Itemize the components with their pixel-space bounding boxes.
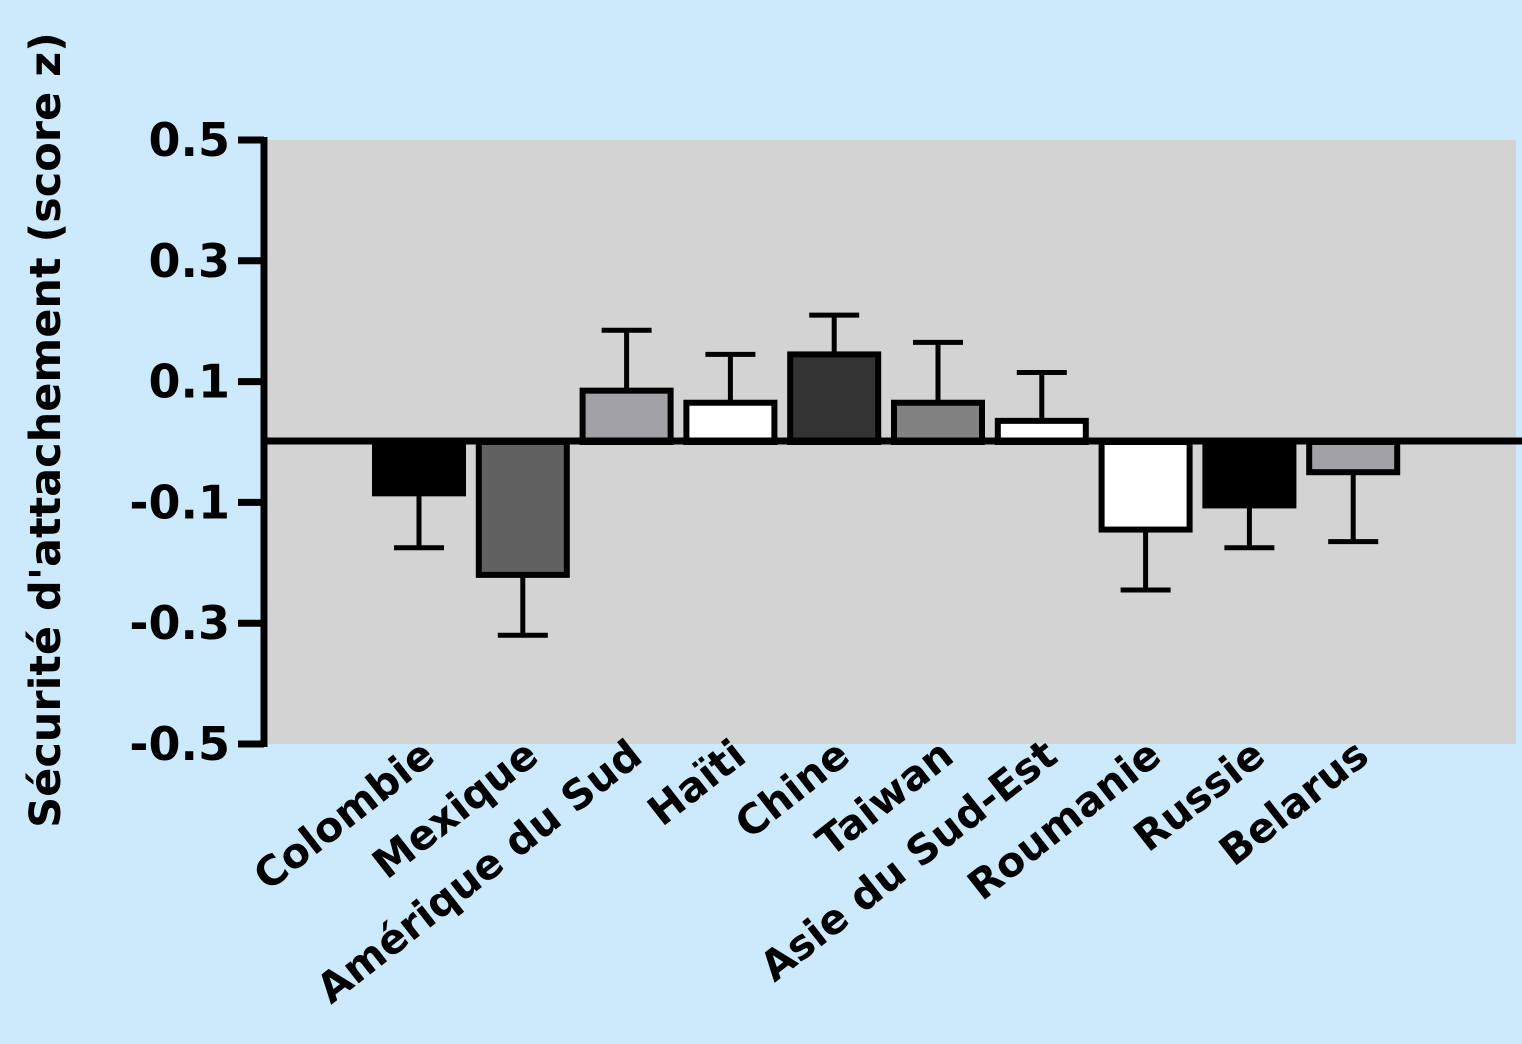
y-axis-title: Sécurité d'attachement (score z): [21, 32, 71, 828]
y-tick-label: -0.1: [129, 475, 230, 529]
y-tick-label: -0.3: [129, 596, 230, 650]
bar-russie: [1202, 439, 1297, 509]
bar-belarus: [1306, 439, 1401, 476]
y-ticks-group: 0.5 0.3 0.1 -0.1 -0.3 -0.5: [129, 113, 264, 771]
y-tick-label: 0.5: [149, 113, 231, 167]
bar-chine: [787, 351, 882, 446]
bar-colombie: [372, 439, 466, 497]
y-tick-label: 0.3: [149, 234, 231, 288]
y-tick-label: 0.1: [149, 355, 231, 409]
bar-ha-ti: [683, 399, 778, 445]
bar-am-rique-du-sud: [579, 387, 674, 446]
y-tick-label: -0.5: [129, 717, 230, 771]
bar-roumanie: [1098, 439, 1193, 533]
bar-mexique: [475, 439, 570, 578]
bar-taiwan: [891, 399, 985, 445]
error-bars-group: [394, 312, 1379, 638]
